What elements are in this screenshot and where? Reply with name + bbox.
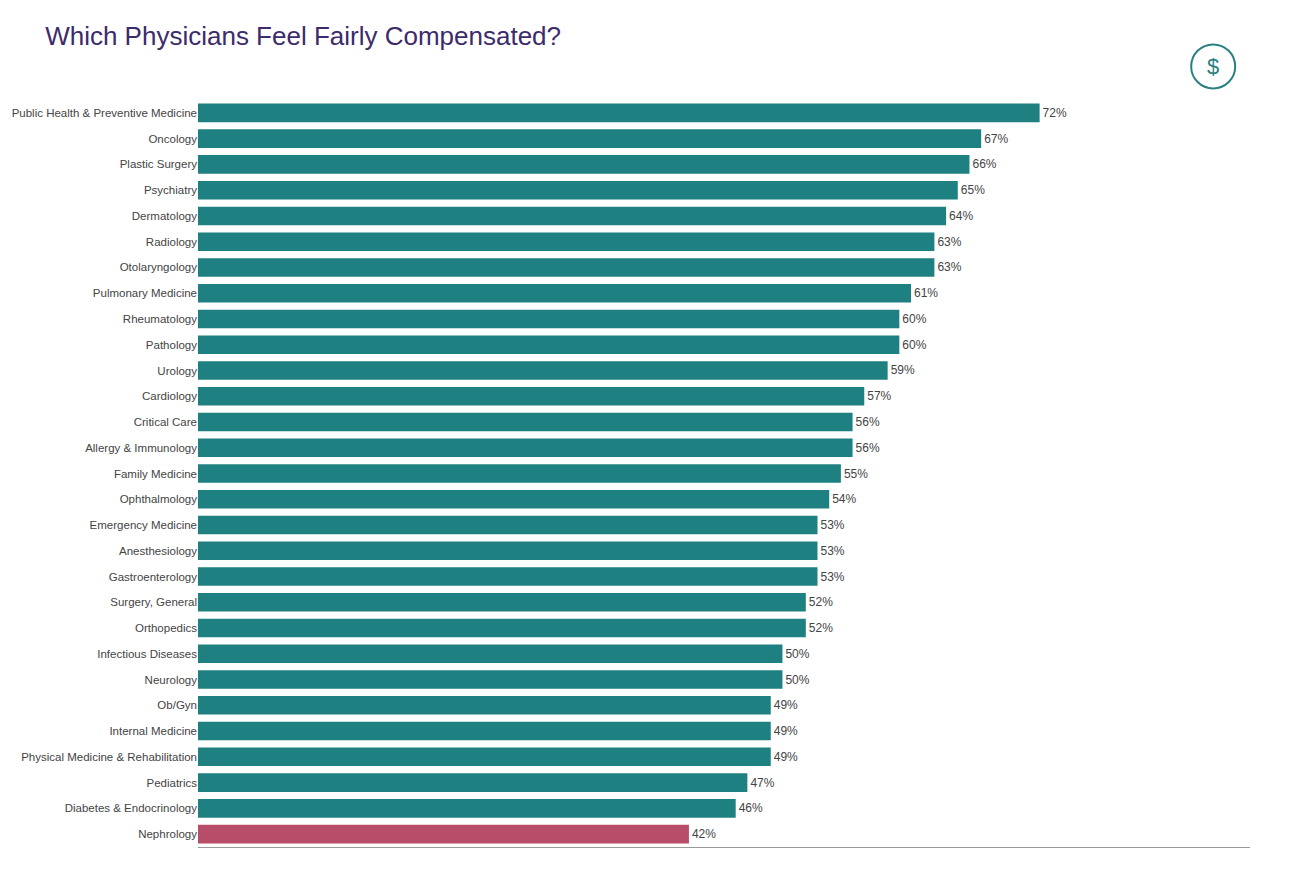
svg-text:Pediatrics: Pediatrics [147,777,198,789]
svg-text:72%: 72% [1043,106,1067,120]
svg-text:Nephrology: Nephrology [138,828,197,840]
svg-text:66%: 66% [972,157,996,171]
svg-text:Public Health & Preventive Med: Public Health & Preventive Medicine [12,107,197,119]
svg-text:46%: 46% [739,801,763,815]
svg-text:Ob/Gyn: Ob/Gyn [157,699,197,711]
svg-text:Pulmonary Medicine: Pulmonary Medicine [93,287,197,299]
svg-text:56%: 56% [856,415,880,429]
svg-text:$: $ [1207,54,1219,79]
svg-text:Internal Medicine: Internal Medicine [109,725,197,737]
svg-text:61%: 61% [914,286,938,300]
svg-text:50%: 50% [785,673,809,687]
svg-text:Oncology: Oncology [148,133,197,145]
svg-text:42%: 42% [692,827,716,841]
svg-text:Diabetes & Endocrinology: Diabetes & Endocrinology [65,802,198,814]
svg-text:59%: 59% [891,363,915,377]
svg-text:52%: 52% [809,595,833,609]
svg-text:53%: 53% [821,518,845,532]
svg-text:53%: 53% [821,570,845,584]
svg-text:Critical Care: Critical Care [134,416,197,428]
svg-text:Physical Medicine & Rehabilita: Physical Medicine & Rehabilitation [21,751,197,763]
svg-text:65%: 65% [961,183,985,197]
svg-text:Family Medicine: Family Medicine [114,468,197,480]
svg-text:49%: 49% [774,750,798,764]
svg-text:Allergy & Immunology: Allergy & Immunology [85,442,197,454]
svg-text:Ophthalmology: Ophthalmology [120,493,198,505]
svg-text:Dermatology: Dermatology [132,210,197,222]
svg-text:Neurology: Neurology [145,674,198,686]
svg-text:55%: 55% [844,467,868,481]
svg-text:Psychiatry: Psychiatry [144,184,197,196]
svg-text:Orthopedics: Orthopedics [135,622,197,634]
svg-text:60%: 60% [902,312,926,326]
svg-text:50%: 50% [785,647,809,661]
svg-text:Gastroenterology: Gastroenterology [109,571,197,583]
svg-text:60%: 60% [902,338,926,352]
svg-text:Plastic Surgery: Plastic Surgery [120,158,198,170]
svg-text:Emergency Medicine: Emergency Medicine [90,519,197,531]
svg-text:54%: 54% [832,492,856,506]
svg-text:Urology: Urology [157,364,197,376]
svg-text:Anesthesiology: Anesthesiology [119,545,197,557]
svg-text:Rheumatology: Rheumatology [123,313,197,325]
svg-text:67%: 67% [984,132,1008,146]
svg-text:47%: 47% [750,776,774,790]
svg-text:64%: 64% [949,209,973,223]
svg-text:56%: 56% [856,441,880,455]
svg-text:63%: 63% [937,260,961,274]
svg-text:Otolaryngology: Otolaryngology [120,261,198,273]
svg-text:63%: 63% [937,235,961,249]
svg-text:49%: 49% [774,698,798,712]
svg-text:49%: 49% [774,724,798,738]
svg-text:Radiology: Radiology [146,236,197,248]
svg-text:Which Physicians Feel Fairly C: Which Physicians Feel Fairly Compensated… [45,21,561,51]
svg-text:Infectious Diseases: Infectious Diseases [97,648,197,660]
svg-text:53%: 53% [821,544,845,558]
svg-text:Pathology: Pathology [146,339,197,351]
svg-text:Cardiology: Cardiology [142,390,197,402]
svg-text:57%: 57% [867,389,891,403]
svg-text:52%: 52% [809,621,833,635]
svg-text:Surgery, General: Surgery, General [110,596,197,608]
